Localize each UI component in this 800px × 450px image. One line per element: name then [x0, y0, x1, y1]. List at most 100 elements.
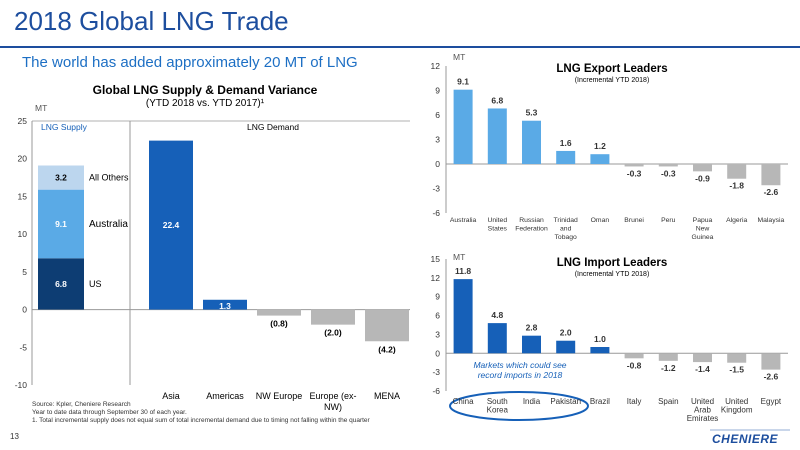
supply-segment-name: All Others: [89, 173, 129, 183]
import-category-label: Pakistan: [550, 397, 581, 406]
import-ytick: 0: [435, 348, 440, 358]
import-category-label: Kingdom: [721, 406, 753, 415]
variance-ytick: 10: [18, 229, 28, 239]
demand-category-label: Americas: [206, 391, 244, 401]
export-category-label: Oman: [591, 217, 610, 224]
demand-category-label: Europe (ex-: [309, 391, 356, 401]
title-divider: [0, 46, 800, 48]
export-category-label: Guinea: [692, 234, 714, 241]
export-value-label: 1.6: [560, 138, 572, 148]
import-value-label: -0.8: [627, 360, 642, 370]
demand-bar: [311, 309, 355, 325]
demand-value-label: 1.3: [219, 301, 231, 311]
variance-ytick: -10: [15, 380, 28, 390]
export-ytick: 3: [435, 135, 440, 145]
import-ytick: -6: [432, 386, 440, 396]
import-value-label: -1.4: [695, 364, 710, 374]
import-category-label: United: [691, 397, 714, 406]
import-category-label: Emirates: [687, 414, 719, 423]
export-value-label: 5.3: [526, 108, 538, 118]
export-category-label: Algeria: [726, 217, 747, 224]
variance-chart-subtitle: (YTD 2018 vs. YTD 2017)¹: [146, 98, 265, 109]
footnotes: Source: Kpler, Cheniere Research Year to…: [32, 401, 452, 425]
variance-ytick: 15: [18, 191, 28, 201]
export-category-label: Russian: [519, 217, 544, 224]
period-note: Year to date data through September 30 o…: [32, 409, 187, 416]
export-ytick: 12: [431, 61, 441, 71]
import-bar: [761, 353, 781, 370]
import-bar: [624, 353, 644, 359]
demand-category-label: MENA: [374, 391, 400, 401]
demand-bar: [149, 140, 193, 310]
supply-bar-segment: [38, 189, 84, 259]
import-value-label: 1.0: [594, 334, 606, 344]
supply-bar-segment: [38, 165, 84, 190]
import-value-label: 2.8: [526, 323, 538, 333]
import-bar: [658, 353, 678, 361]
export-value-label: -1.8: [729, 181, 744, 191]
demand-bar: [203, 299, 247, 310]
demand-bar: [365, 309, 409, 342]
demand-value-label: (0.8): [270, 319, 288, 329]
supply-segment-label: 9.1: [55, 219, 67, 229]
import-bar: [693, 353, 712, 363]
page-number: 13: [10, 432, 19, 441]
import-bar: [556, 340, 576, 354]
export-ytick: 9: [435, 86, 440, 96]
variance-chart-title: Global LNG Supply & Demand Variance: [93, 83, 318, 97]
supply-bar-segment: [38, 258, 84, 310]
export-category-label: United: [487, 217, 507, 224]
export-bar: [453, 89, 473, 164]
import-category-label: Spain: [658, 397, 678, 406]
import-category-label: Korea: [487, 406, 509, 415]
export-category-label: Federation: [515, 226, 548, 233]
page-title: 2018 Global LNG Trade: [14, 6, 289, 36]
export-bar: [761, 164, 781, 186]
demand-bar: [257, 309, 301, 316]
export-value-label: -0.9: [695, 173, 710, 183]
import-bar: [522, 335, 541, 354]
demand-section-label: LNG Demand: [247, 122, 299, 132]
export-category-label: Peru: [661, 217, 676, 224]
import-ytick: 9: [435, 292, 440, 302]
import-chart-subtitle: (Incremental YTD 2018): [575, 271, 650, 278]
export-category-label: Brunei: [624, 217, 644, 224]
export-ytick: -6: [432, 208, 440, 218]
export-value-label: -0.3: [661, 168, 676, 178]
variance-ytick: -5: [19, 342, 27, 352]
export-category-label: and: [560, 226, 572, 233]
source-note: Source: Kpler, Cheniere Research: [32, 401, 131, 408]
record-imports-callout: Markets which could see record imports i…: [449, 360, 589, 421]
export-category-label: States: [488, 226, 508, 233]
supply-demand-note: 1. Total incremental supply does not equ…: [32, 417, 370, 424]
variance-ylabel: MT: [35, 103, 47, 113]
import-value-label: -1.2: [661, 363, 676, 373]
export-bar: [487, 108, 507, 164]
export-category-label: Papua: [693, 217, 713, 224]
import-ytick: 3: [435, 329, 440, 339]
export-bar: [556, 150, 576, 164]
import-bar: [727, 353, 747, 363]
export-value-label: -2.6: [764, 187, 779, 197]
export-value-label: 6.8: [491, 95, 503, 105]
demand-value-label: (4.2): [378, 344, 396, 354]
supply-segment-name: US: [89, 279, 102, 289]
highlight-ellipse: [449, 391, 589, 421]
import-category-label: India: [523, 397, 541, 406]
export-category-label: Australia: [450, 217, 477, 224]
export-bar: [693, 164, 712, 172]
export-chart-subtitle: (Incremental YTD 2018): [575, 77, 650, 84]
callout-text-line2: record imports in 2018: [478, 370, 563, 380]
callout-text-line1: Markets which could see: [473, 360, 566, 370]
variance-ytick: 5: [22, 267, 27, 277]
export-ytick: 6: [435, 110, 440, 120]
demand-category-label: NW Europe: [256, 391, 303, 401]
export-bar: [624, 164, 644, 167]
supply-segment-label: 6.8: [55, 279, 67, 289]
supply-segment-label: 3.2: [55, 173, 67, 183]
export-bar: [658, 164, 678, 167]
export-category-label: Tobago: [555, 234, 578, 241]
import-bar: [590, 347, 610, 354]
variance-ytick: 0: [22, 305, 27, 315]
